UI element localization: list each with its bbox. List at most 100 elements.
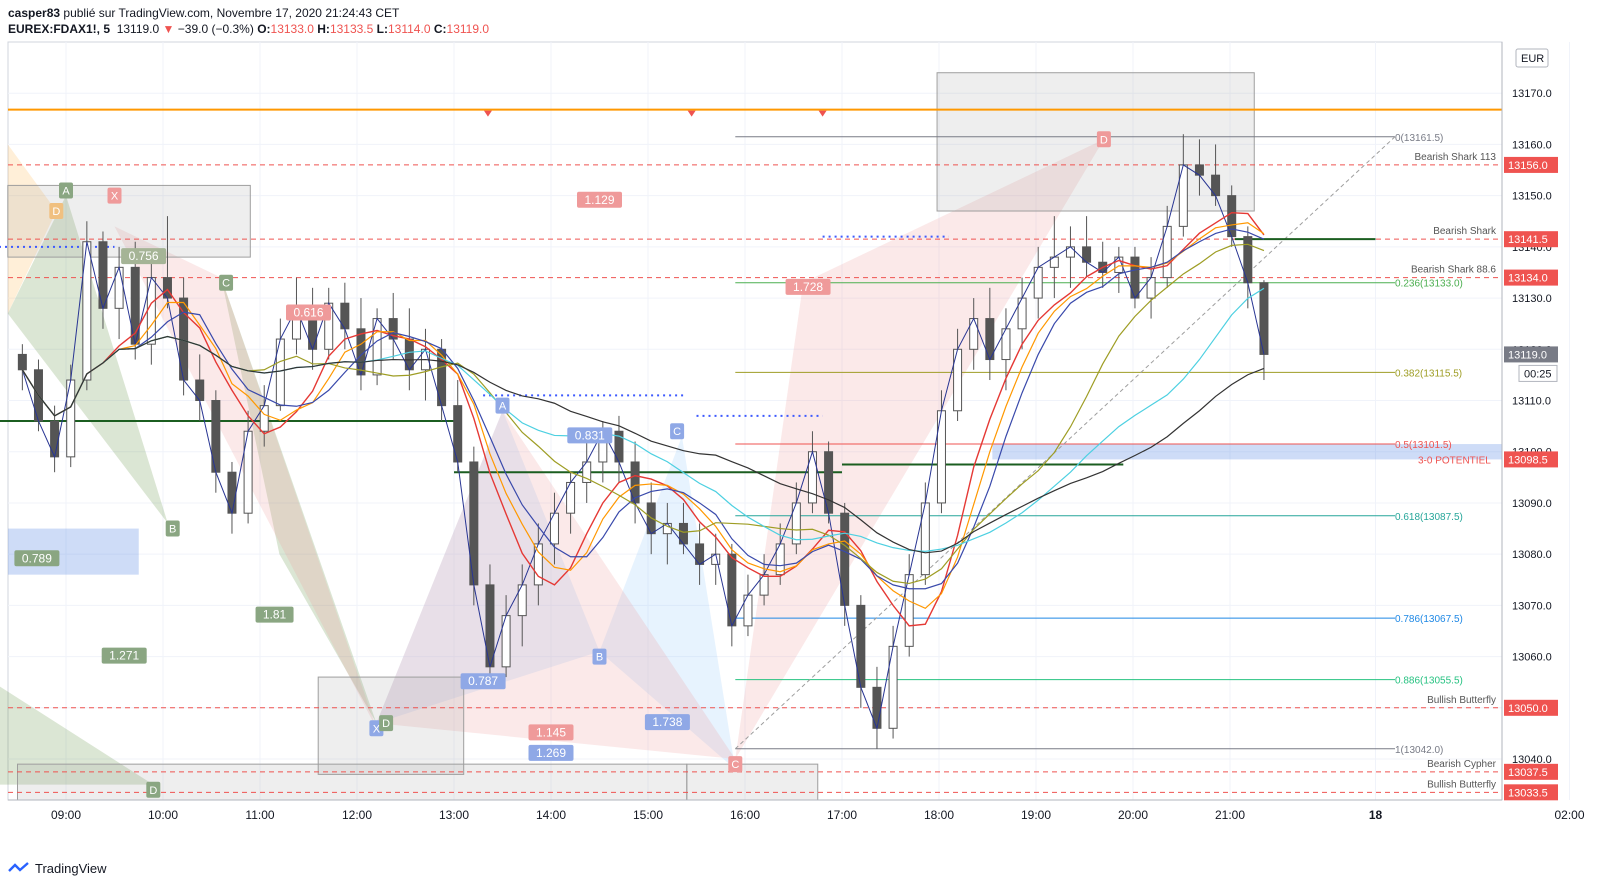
point-label-bg bbox=[670, 423, 685, 440]
point-label: X bbox=[111, 191, 119, 203]
price-badge bbox=[1504, 451, 1558, 468]
point-label: D bbox=[52, 206, 60, 218]
fib-label: 1(13042.0) bbox=[1395, 745, 1443, 756]
alert-marker bbox=[818, 110, 827, 117]
symbol-info: EUREX:FDAX1!, 5 13119.0 ▼ −39.0 (−0.3%) … bbox=[8, 22, 489, 36]
zone-box-4 bbox=[686, 763, 819, 801]
price-badge-label: 13141.5 bbox=[1508, 234, 1548, 246]
fib-label: 0.886(13055.5) bbox=[1395, 676, 1463, 687]
price-badge-label: 13098.5 bbox=[1508, 454, 1548, 466]
open-value: 13133.0 bbox=[270, 22, 314, 36]
price-badge bbox=[1504, 763, 1558, 780]
ratio-label: 0.831 bbox=[575, 428, 605, 442]
point-label: D bbox=[149, 785, 157, 797]
price-badge bbox=[1504, 231, 1558, 248]
ratio-label: 1.145 bbox=[536, 725, 566, 739]
currency-label: EUR bbox=[1521, 53, 1544, 65]
point-label: C bbox=[673, 426, 681, 438]
ratio-label: 1.269 bbox=[536, 746, 566, 760]
dashed-level-label: Bearish Shark 88.6 bbox=[1411, 265, 1496, 276]
time-tick-label: 20:00 bbox=[1118, 808, 1148, 822]
point-label: C bbox=[731, 759, 739, 771]
dashed-level-label: Bearish Shark bbox=[1433, 226, 1497, 237]
time-tick-label: 14:00 bbox=[536, 808, 566, 822]
ma-black bbox=[21, 335, 1265, 554]
point-label-bg bbox=[219, 274, 234, 291]
time-tick-label: 12:00 bbox=[342, 808, 372, 822]
alert-marker bbox=[687, 110, 696, 117]
point-label: D bbox=[1100, 134, 1108, 146]
ratio-label-bg bbox=[14, 550, 60, 567]
time-tick-label: 09:00 bbox=[51, 808, 81, 822]
price-tick-label: 13160.0 bbox=[1512, 139, 1552, 151]
point-label-bg bbox=[165, 520, 180, 537]
published-text: publié sur TradingView.com, Novembre 17,… bbox=[63, 6, 400, 20]
zone-box-2 bbox=[936, 72, 1255, 212]
ratio-label-bg bbox=[785, 278, 831, 295]
time-tick-label: 18 bbox=[1369, 808, 1383, 822]
high-label: H: bbox=[317, 22, 330, 36]
candle-body bbox=[17, 353, 27, 371]
ratio-label-bg bbox=[121, 248, 167, 265]
point-label: B bbox=[596, 652, 603, 664]
price-badge bbox=[1504, 156, 1558, 173]
time-tick-label: 15:00 bbox=[633, 808, 663, 822]
countdown-label: 00:25 bbox=[1524, 368, 1552, 380]
point-label: D bbox=[382, 718, 390, 730]
pattern-blue-1 bbox=[376, 410, 600, 724]
fib-label: 0(13161.5) bbox=[1395, 133, 1443, 144]
brand-footer: TradingView bbox=[8, 861, 107, 876]
price-badge-label: 13119.0 bbox=[1508, 349, 1547, 361]
alert-marker bbox=[483, 110, 492, 117]
low-label: L: bbox=[376, 22, 388, 36]
pattern-blue-2 bbox=[599, 436, 736, 770]
ratio-label: 0.616 bbox=[293, 305, 323, 319]
point-label: A bbox=[62, 186, 70, 198]
fib-label: 0.236(13133.0) bbox=[1395, 279, 1463, 290]
point-label: X bbox=[373, 723, 381, 735]
point-label-bg bbox=[592, 648, 607, 665]
price-tick-label: 13130.0 bbox=[1512, 293, 1552, 305]
dashed-level-label: Bullish Butterfly bbox=[1427, 695, 1496, 706]
price-tick-label: 13070.0 bbox=[1512, 600, 1552, 612]
price-badge-label: 13050.0 bbox=[1508, 703, 1548, 715]
price-tick-label: 13090.0 bbox=[1512, 498, 1552, 510]
symbol-name: EUREX:FDAX1!, 5 bbox=[8, 22, 111, 36]
ratio-label-bg bbox=[528, 744, 574, 761]
ratio-label: 1.738 bbox=[652, 715, 682, 729]
time-tick-label: 19:00 bbox=[1021, 808, 1051, 822]
pattern-green-2 bbox=[221, 277, 377, 724]
ratio-label-bg bbox=[644, 714, 690, 731]
price-badge-label: 13033.5 bbox=[1508, 787, 1548, 799]
point-label-bg bbox=[107, 187, 122, 204]
fib-label: 0.786(13067.5) bbox=[1395, 614, 1463, 625]
point-label: C bbox=[222, 278, 230, 290]
point-label-bg bbox=[49, 203, 64, 220]
open-label: O: bbox=[257, 22, 271, 36]
currency-box bbox=[1515, 48, 1549, 68]
price-badge bbox=[1504, 784, 1558, 801]
price-change: −39.0 (−0.3%) bbox=[177, 22, 254, 36]
ratio-label-bg bbox=[577, 191, 622, 208]
time-tick-label: 21:00 bbox=[1215, 808, 1245, 822]
fib-label: 0.5(13101.5) bbox=[1395, 440, 1452, 451]
point-label: A bbox=[499, 401, 507, 413]
price-tick-label: 13080.0 bbox=[1512, 549, 1552, 561]
ratio-label-bg bbox=[528, 724, 574, 741]
pattern-green-3 bbox=[0, 686, 154, 785]
price-tick-label: 13150.0 bbox=[1512, 191, 1552, 203]
ratio-label: 1.81 bbox=[263, 608, 287, 622]
potential-zone bbox=[992, 444, 1502, 460]
down-arrow-icon: ▼ bbox=[162, 22, 175, 36]
point-label-bg bbox=[495, 397, 510, 414]
publish-info: casper83 publié sur TradingView.com, Nov… bbox=[8, 6, 399, 20]
price-badge-label: 13156.0 bbox=[1508, 160, 1548, 172]
time-tick-label: 18:00 bbox=[924, 808, 954, 822]
fib-label: 0.618(13087.5) bbox=[1395, 512, 1463, 523]
price-badge-label: 13134.0 bbox=[1508, 273, 1548, 285]
price-badge-label: 13037.5 bbox=[1508, 767, 1548, 779]
point-label-bg bbox=[728, 756, 743, 773]
ratio-label: 0.787 bbox=[468, 674, 498, 688]
point-label: B bbox=[169, 524, 176, 536]
